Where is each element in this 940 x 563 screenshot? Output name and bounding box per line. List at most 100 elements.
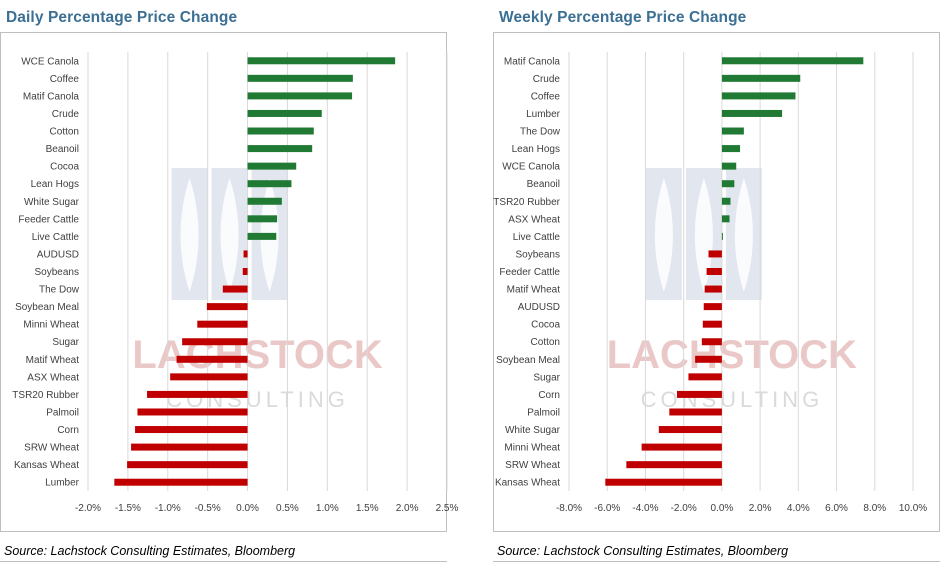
category-label: White Sugar [505, 425, 561, 436]
bar [206, 303, 248, 311]
category-label: Sugar [52, 337, 79, 348]
bar [243, 250, 248, 258]
watermark-line1: LACHSTOCK [607, 333, 857, 377]
category-label: SRW Wheat [24, 443, 79, 454]
bar [721, 162, 737, 170]
bar [182, 338, 248, 346]
category-label: Beanoil [46, 144, 79, 155]
bar [721, 232, 723, 240]
x-tick-label: 0.0% [236, 503, 259, 514]
bar [721, 74, 801, 82]
bar [676, 390, 722, 398]
bar [247, 57, 396, 65]
x-tick-label: 2.0% [396, 503, 419, 514]
watermark-line2: CONSULTING [166, 387, 349, 412]
category-label: WCE Canola [21, 56, 79, 67]
x-tick-label: 4.0% [787, 503, 810, 514]
category-label: TSR20 Rubber [493, 197, 560, 208]
category-label: Soybean Meal [15, 302, 79, 313]
bar [114, 478, 248, 486]
category-label: Matif Canola [23, 91, 80, 102]
daily-chart-plot: LACHSTOCK CONSULTING -2.0% -1.5% -1.0% -0.5% 0… [12, 52, 459, 514]
bar [242, 268, 248, 275]
bar [721, 215, 730, 223]
bar [669, 408, 722, 416]
bar [721, 145, 741, 153]
x-tick-label: 0.5% [276, 503, 299, 514]
category-label: Coffee [531, 91, 561, 102]
bar [135, 426, 248, 434]
bar [170, 373, 248, 381]
weekly-chart-source: Source: Lachstock Consulting Estimates, … [497, 544, 789, 558]
category-label: Feeder Cattle [18, 214, 79, 225]
bar [626, 461, 722, 469]
bar [658, 426, 722, 434]
weekly-chart-title: Weekly Percentage Price Change [499, 9, 747, 26]
category-label: ASX Wheat [27, 372, 79, 383]
category-label: AUDUSD [518, 302, 560, 313]
bar [247, 109, 322, 117]
watermark-wheat-icon [694, 178, 713, 292]
weekly-chart-panel: Weekly Percentage Price Change LACHSTOCK… [493, 0, 940, 563]
daily-chart-title: Daily Percentage Price Change [6, 9, 238, 26]
category-label: Matif Wheat [507, 285, 561, 296]
bar [703, 303, 722, 311]
category-label: Crude [52, 109, 80, 120]
bar [137, 408, 248, 416]
bar [176, 355, 248, 363]
bar [247, 92, 353, 100]
bar [197, 320, 248, 328]
watermark-wheat-icon [180, 178, 199, 292]
category-label: Kansas Wheat [14, 460, 79, 471]
category-label: Live Cattle [513, 232, 561, 243]
bar [247, 162, 297, 170]
watermark-line1: LACHSTOCK [132, 333, 382, 377]
x-tick-label: -1.5% [115, 503, 141, 514]
watermark-wheat-icon [220, 178, 239, 292]
x-tick-label: 8.0% [863, 503, 886, 514]
x-tick-label: 6.0% [825, 503, 848, 514]
category-label: Corn [538, 390, 560, 401]
bar [247, 215, 278, 223]
bar [721, 127, 744, 135]
weekly-chart-plot: LACHSTOCK CONSULTING -8.0% -6.0% -4.0% -2.0% 0… [493, 52, 927, 514]
category-label: Kansas Wheat [495, 478, 560, 489]
daily-source-rule [0, 561, 447, 562]
x-tick-label: 0.0% [710, 503, 733, 514]
x-tick-label: -2.0% [75, 503, 101, 514]
category-label: Palmoil [46, 407, 79, 418]
category-label: Cotton [531, 337, 560, 348]
bar [222, 285, 248, 293]
daily-chart-panel: Daily Percentage Price Change LACHSTOCK C… [0, 0, 459, 563]
x-tick-label: -4.0% [632, 503, 658, 514]
bar [127, 461, 248, 469]
bar [708, 250, 722, 258]
category-label: The Dow [520, 127, 561, 138]
category-label: AUDUSD [37, 249, 79, 260]
x-tick-label: 1.0% [316, 503, 339, 514]
bar [247, 127, 314, 135]
x-tick-label: 1.5% [356, 503, 379, 514]
bar [247, 180, 292, 188]
bar [131, 443, 248, 451]
category-label: White Sugar [24, 197, 80, 208]
bar [701, 338, 722, 346]
category-label: Matif Canola [504, 56, 561, 67]
category-label: Coffee [50, 74, 80, 85]
bar [706, 268, 722, 275]
category-label: Soybean Meal [496, 355, 560, 366]
bar [641, 443, 722, 451]
x-tick-label: 2.5% [436, 503, 459, 514]
bar [721, 57, 864, 65]
bar [704, 285, 722, 293]
category-label: Live Cattle [32, 232, 80, 243]
category-label: SRW Wheat [505, 460, 560, 471]
category-label: Sugar [533, 372, 560, 383]
x-tick-label: -8.0% [556, 503, 582, 514]
category-label: Cocoa [531, 320, 560, 331]
bar [247, 232, 277, 240]
category-label: Cotton [50, 127, 79, 138]
watermark-wheat-icon [734, 178, 753, 292]
bar [721, 109, 783, 117]
x-tick-label: -2.0% [671, 503, 697, 514]
